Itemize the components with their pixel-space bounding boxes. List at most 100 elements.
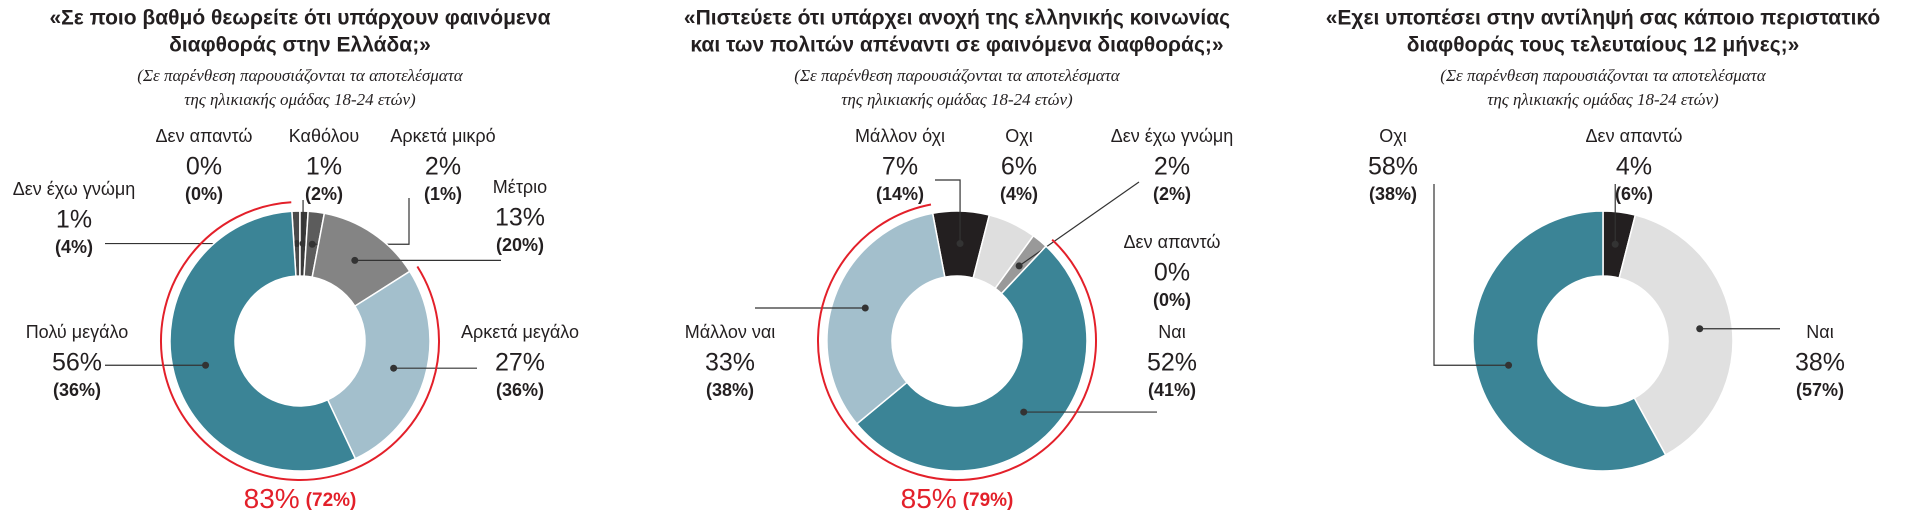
slice-label: Αρκετά μικρό 2% (1%): [308, 126, 496, 248]
youth-value-label: (4%): [55, 237, 93, 257]
leader-line: [935, 179, 961, 244]
value-label: 0%: [186, 153, 222, 181]
slice-label: Καθόλου 1% (2%): [289, 126, 359, 248]
value-label: 2%: [1154, 153, 1190, 181]
category-label: Δεν έχω γνώμη: [1111, 126, 1234, 146]
category-label: Δεν απαντώ: [1586, 126, 1683, 146]
slice-label: Μάλλον ναι 33% (38%): [685, 304, 869, 400]
leader-dot: [293, 240, 301, 248]
value-label: 4%: [1616, 153, 1652, 181]
slice-label: Οχι 6% (4%): [1000, 126, 1038, 204]
leader-dot: [1015, 262, 1023, 270]
value-label: 38%: [1795, 349, 1845, 377]
leader-dot: [202, 361, 210, 369]
youth-value-label: (4%): [1000, 184, 1038, 204]
slice-label: Ναι 52% (41%): [1020, 322, 1197, 416]
highlight-youth-value: (79%): [963, 490, 1014, 511]
chart-title: «Πιστεύετε ότι υπάρχει ανοχή της ελληνικ…: [684, 7, 1230, 30]
youth-value-label: (38%): [1369, 184, 1417, 204]
slice-label: Ναι 38% (57%): [1696, 322, 1845, 400]
chart-subtitle: της ηλικιακής ομάδας 18-24 ετών): [184, 90, 416, 109]
value-label: 6%: [1001, 153, 1037, 181]
youth-value-label: (38%): [706, 380, 754, 400]
youth-value-label: (57%): [1796, 380, 1844, 400]
value-label: 33%: [705, 349, 755, 377]
chart-title: «Εχει υποπέσει στην αντίληψή σας κάποιο …: [1326, 7, 1881, 30]
category-label: Μάλλον ναι: [685, 322, 776, 342]
slice-label: Μέτριο 13% (20%): [351, 177, 547, 264]
slice-label: Δεν απαντώ 0% (0%): [1124, 232, 1221, 310]
donut-slice: [1472, 210, 1667, 472]
value-label: 56%: [52, 349, 102, 377]
value-label: 13%: [495, 204, 545, 232]
chart-subtitle: της ηλικιακής ομάδας 18-24 ετών): [1487, 90, 1719, 109]
leader-dot: [1020, 408, 1028, 416]
value-label: 27%: [495, 349, 545, 377]
youth-value-label: (36%): [53, 380, 101, 400]
donut-slice: [1618, 214, 1734, 456]
value-label: 58%: [1368, 153, 1418, 181]
highlight-value: 85%: [901, 483, 957, 514]
donut-slice: [855, 245, 1088, 472]
leader-dot: [1696, 325, 1704, 333]
leader-dot: [299, 240, 307, 248]
slice-label: Δεν έχω γνώμη 1% (4%): [13, 179, 301, 257]
category-label: Δεν έχω γνώμη: [13, 179, 136, 199]
slice-label: Οχι 58% (38%): [1368, 126, 1513, 369]
youth-value-label: (1%): [424, 184, 462, 204]
chart-title: και των πολιτών απέναντι σε φαινόμενα δι…: [690, 34, 1223, 57]
leader-dot: [308, 240, 316, 248]
value-label: 2%: [425, 153, 461, 181]
chart-subtitle: (Σε παρένθεση παρουσιάζονται τα αποτελέσ…: [794, 66, 1121, 85]
donut-slice: [826, 212, 946, 425]
category-label: Οχι: [1005, 126, 1032, 146]
value-label: 1%: [306, 153, 342, 181]
category-label: Μέτριο: [493, 177, 547, 197]
slice-label: Δεν απαντώ 0% (0%): [156, 126, 253, 204]
slice-label: Δεν απαντώ 4% (6%): [1586, 126, 1683, 248]
category-label: Αρκετά μικρό: [390, 126, 495, 146]
leader-dot: [1505, 361, 1513, 369]
highlight-arc: [817, 203, 1097, 481]
youth-value-label: (41%): [1148, 380, 1196, 400]
leader-line: [1433, 184, 1509, 366]
leader-dot: [1611, 240, 1619, 248]
leader-line: [1018, 181, 1140, 267]
chart-subtitle: της ηλικιακής ομάδας 18-24 ετών): [841, 90, 1073, 109]
highlight-label: 83% (72%): [244, 483, 357, 514]
highlight-arc: [160, 201, 440, 481]
youth-value-label: (20%): [496, 235, 544, 255]
value-label: 52%: [1147, 349, 1197, 377]
category-label: Καθόλου: [289, 126, 359, 146]
highlight-value: 83%: [244, 483, 300, 514]
slice-label: Μάλλον όχι 7% (14%): [855, 126, 964, 248]
category-label: Ναι: [1158, 322, 1185, 342]
leader-dot: [861, 304, 869, 312]
youth-value-label: (36%): [496, 380, 544, 400]
category-label: Ναι: [1806, 322, 1833, 342]
donut-slice: [326, 270, 431, 460]
leader-dot: [390, 364, 398, 372]
chart-title: διαφθοράς στην Ελλάδα;»: [169, 34, 431, 57]
category-label: Πολύ μεγάλο: [26, 322, 129, 342]
youth-value-label: (2%): [305, 184, 343, 204]
slice-label: Πολύ μεγάλο 56% (36%): [26, 322, 210, 400]
category-label: Οχι: [1379, 126, 1406, 146]
value-label: 1%: [56, 206, 92, 234]
youth-value-label: (6%): [1615, 184, 1653, 204]
youth-value-label: (0%): [1153, 290, 1191, 310]
youth-value-label: (14%): [876, 184, 924, 204]
slice-label: Αρκετά μεγάλο 27% (36%): [390, 322, 579, 400]
leader-dot: [956, 240, 964, 248]
youth-value-label: (2%): [1153, 184, 1191, 204]
category-label: Μάλλον όχι: [855, 126, 945, 146]
donut-slice: [169, 210, 357, 472]
chart-title: διαφθοράς τους τελευταίους 12 μήνες;»: [1407, 34, 1800, 57]
highlight-label: 85% (79%): [901, 483, 1014, 514]
youth-value-label: (0%): [185, 184, 223, 204]
value-label: 0%: [1154, 259, 1190, 287]
category-label: Αρκετά μεγάλο: [461, 322, 579, 342]
category-label: Δεν απαντώ: [156, 126, 253, 146]
slice-label: Δεν έχω γνώμη 2% (2%): [1015, 126, 1234, 270]
